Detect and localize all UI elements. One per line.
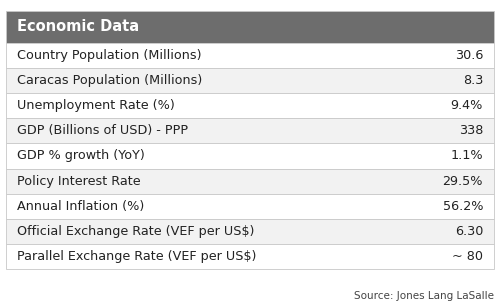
Text: Official Exchange Rate (VEF per US$): Official Exchange Rate (VEF per US$) xyxy=(17,225,254,238)
Bar xyxy=(6,219,494,244)
Text: 338: 338 xyxy=(458,124,483,137)
Bar xyxy=(6,93,494,118)
Bar xyxy=(6,194,494,219)
Text: GDP (Billions of USD) - PPP: GDP (Billions of USD) - PPP xyxy=(17,124,188,137)
Text: Source: Jones Lang LaSalle: Source: Jones Lang LaSalle xyxy=(354,291,494,301)
Text: 29.5%: 29.5% xyxy=(442,174,483,188)
Bar xyxy=(6,68,494,93)
Text: Unemployment Rate (%): Unemployment Rate (%) xyxy=(17,99,175,112)
Text: Annual Inflation (%): Annual Inflation (%) xyxy=(17,200,144,213)
Text: Country Population (Millions): Country Population (Millions) xyxy=(17,49,202,62)
Text: 56.2%: 56.2% xyxy=(442,200,483,213)
Text: Caracas Population (Millions): Caracas Population (Millions) xyxy=(17,74,202,87)
Text: Economic Data: Economic Data xyxy=(17,19,139,34)
Text: 1.1%: 1.1% xyxy=(450,150,483,163)
Bar xyxy=(6,168,494,194)
Text: Parallel Exchange Rate (VEF per US$): Parallel Exchange Rate (VEF per US$) xyxy=(17,250,256,263)
Bar xyxy=(6,244,494,269)
Bar xyxy=(6,11,494,43)
Text: 8.3: 8.3 xyxy=(462,74,483,87)
Text: 30.6: 30.6 xyxy=(454,49,483,62)
Text: 6.30: 6.30 xyxy=(454,225,483,238)
Text: Policy Interest Rate: Policy Interest Rate xyxy=(17,174,140,188)
Bar xyxy=(6,43,494,68)
Text: ~ 80: ~ 80 xyxy=(452,250,483,263)
Text: 9.4%: 9.4% xyxy=(450,99,483,112)
Bar xyxy=(6,143,494,168)
Text: GDP % growth (YoY): GDP % growth (YoY) xyxy=(17,150,145,163)
Bar xyxy=(6,118,494,143)
